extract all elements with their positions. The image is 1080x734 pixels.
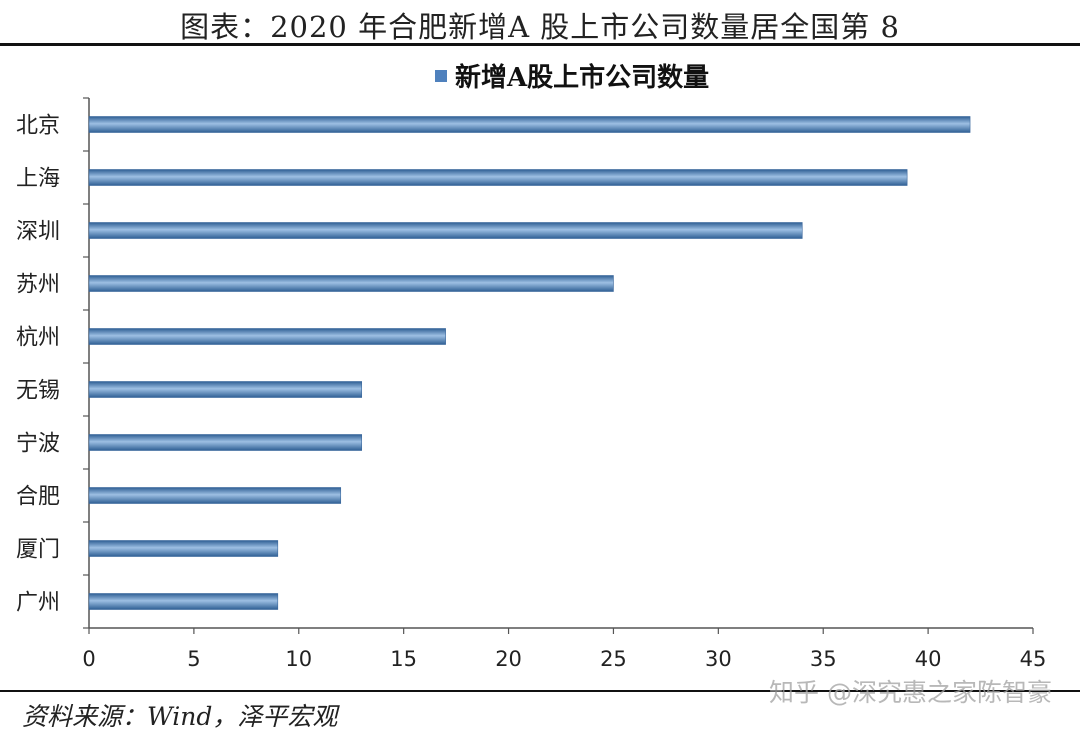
legend-swatch [435,70,447,82]
x-tick-label-1: 5 [187,647,200,671]
x-tick-label-4: 20 [495,647,522,671]
category-label-7: 合肥 [16,485,60,510]
category-label-4: 杭州 [16,326,60,351]
category-label-2: 深圳 [16,220,60,245]
x-tick-label-9: 45 [1020,647,1047,671]
top-rule [0,43,1080,46]
bar-8 [88,540,279,557]
chart-title: 图表：2020 年合肥新增A 股上市公司数量居全国第 8 [180,10,900,44]
category-label-6: 宁波 [16,432,60,457]
bar-1 [88,169,908,186]
category-label-5: 无锡 [16,379,60,404]
x-tick-label-0: 0 [82,647,95,671]
bar-4 [88,328,446,345]
legend-label: 新增A股上市公司数量 [455,62,709,93]
x-tick-label-3: 15 [390,647,417,671]
category-label-8: 厦门 [16,538,60,563]
category-label-0: 北京 [16,114,60,139]
category-label-9: 广州 [16,591,60,616]
x-tick-label-5: 25 [600,647,627,671]
bar-7 [88,487,342,504]
x-tick-label-7: 35 [810,647,837,671]
bar-3 [88,275,614,292]
category-label-1: 上海 [16,167,60,192]
x-tick-label-8: 40 [915,647,942,671]
bar-2 [88,222,803,239]
x-tick-label-6: 30 [705,647,732,671]
chart-legend: 新增A股上市公司数量 [435,62,709,93]
source-note: 资料来源：Wind，泽平宏观 [22,702,338,731]
category-label-3: 苏州 [16,273,60,298]
bar-0 [88,116,971,133]
bar-5 [88,381,363,398]
x-tick-label-2: 10 [285,647,312,671]
bottom-rule [0,690,1080,692]
bar-6 [88,434,363,451]
bar-9 [88,593,279,610]
watermark: 知乎 @深究惠之家陈智豪 [769,678,1052,707]
